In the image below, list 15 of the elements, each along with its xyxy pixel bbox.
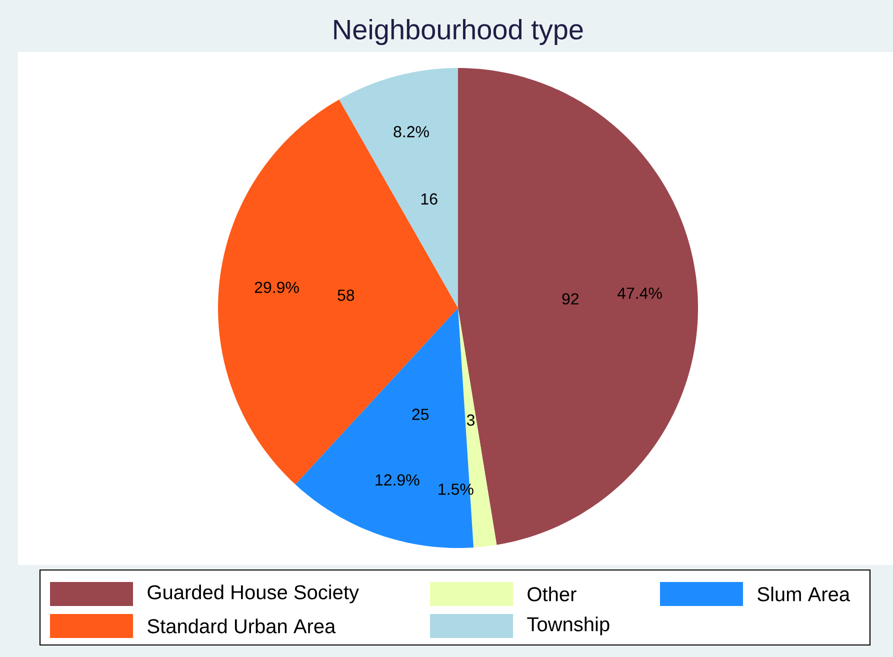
legend-label: Other <box>528 586 576 602</box>
text: 29.9% <box>254 282 299 294</box>
legend-label: Guarded House Society <box>148 584 359 604</box>
text: 8.2% <box>394 126 429 138</box>
chart-title: Neighbourhood type <box>334 18 583 46</box>
legend-label: Slum Area <box>758 586 850 602</box>
legend-label: Standard Urban Area <box>148 618 336 634</box>
data-label: 92 <box>562 293 579 305</box>
text: 12.9% <box>376 474 420 486</box>
data-label: 25 <box>412 408 429 420</box>
legend-label: Township <box>527 616 610 636</box>
data-label: 16 <box>421 193 438 205</box>
data-label: 58 <box>338 290 354 301</box>
text: 47.4% <box>617 288 662 299</box>
data-label: 3 <box>466 414 475 426</box>
